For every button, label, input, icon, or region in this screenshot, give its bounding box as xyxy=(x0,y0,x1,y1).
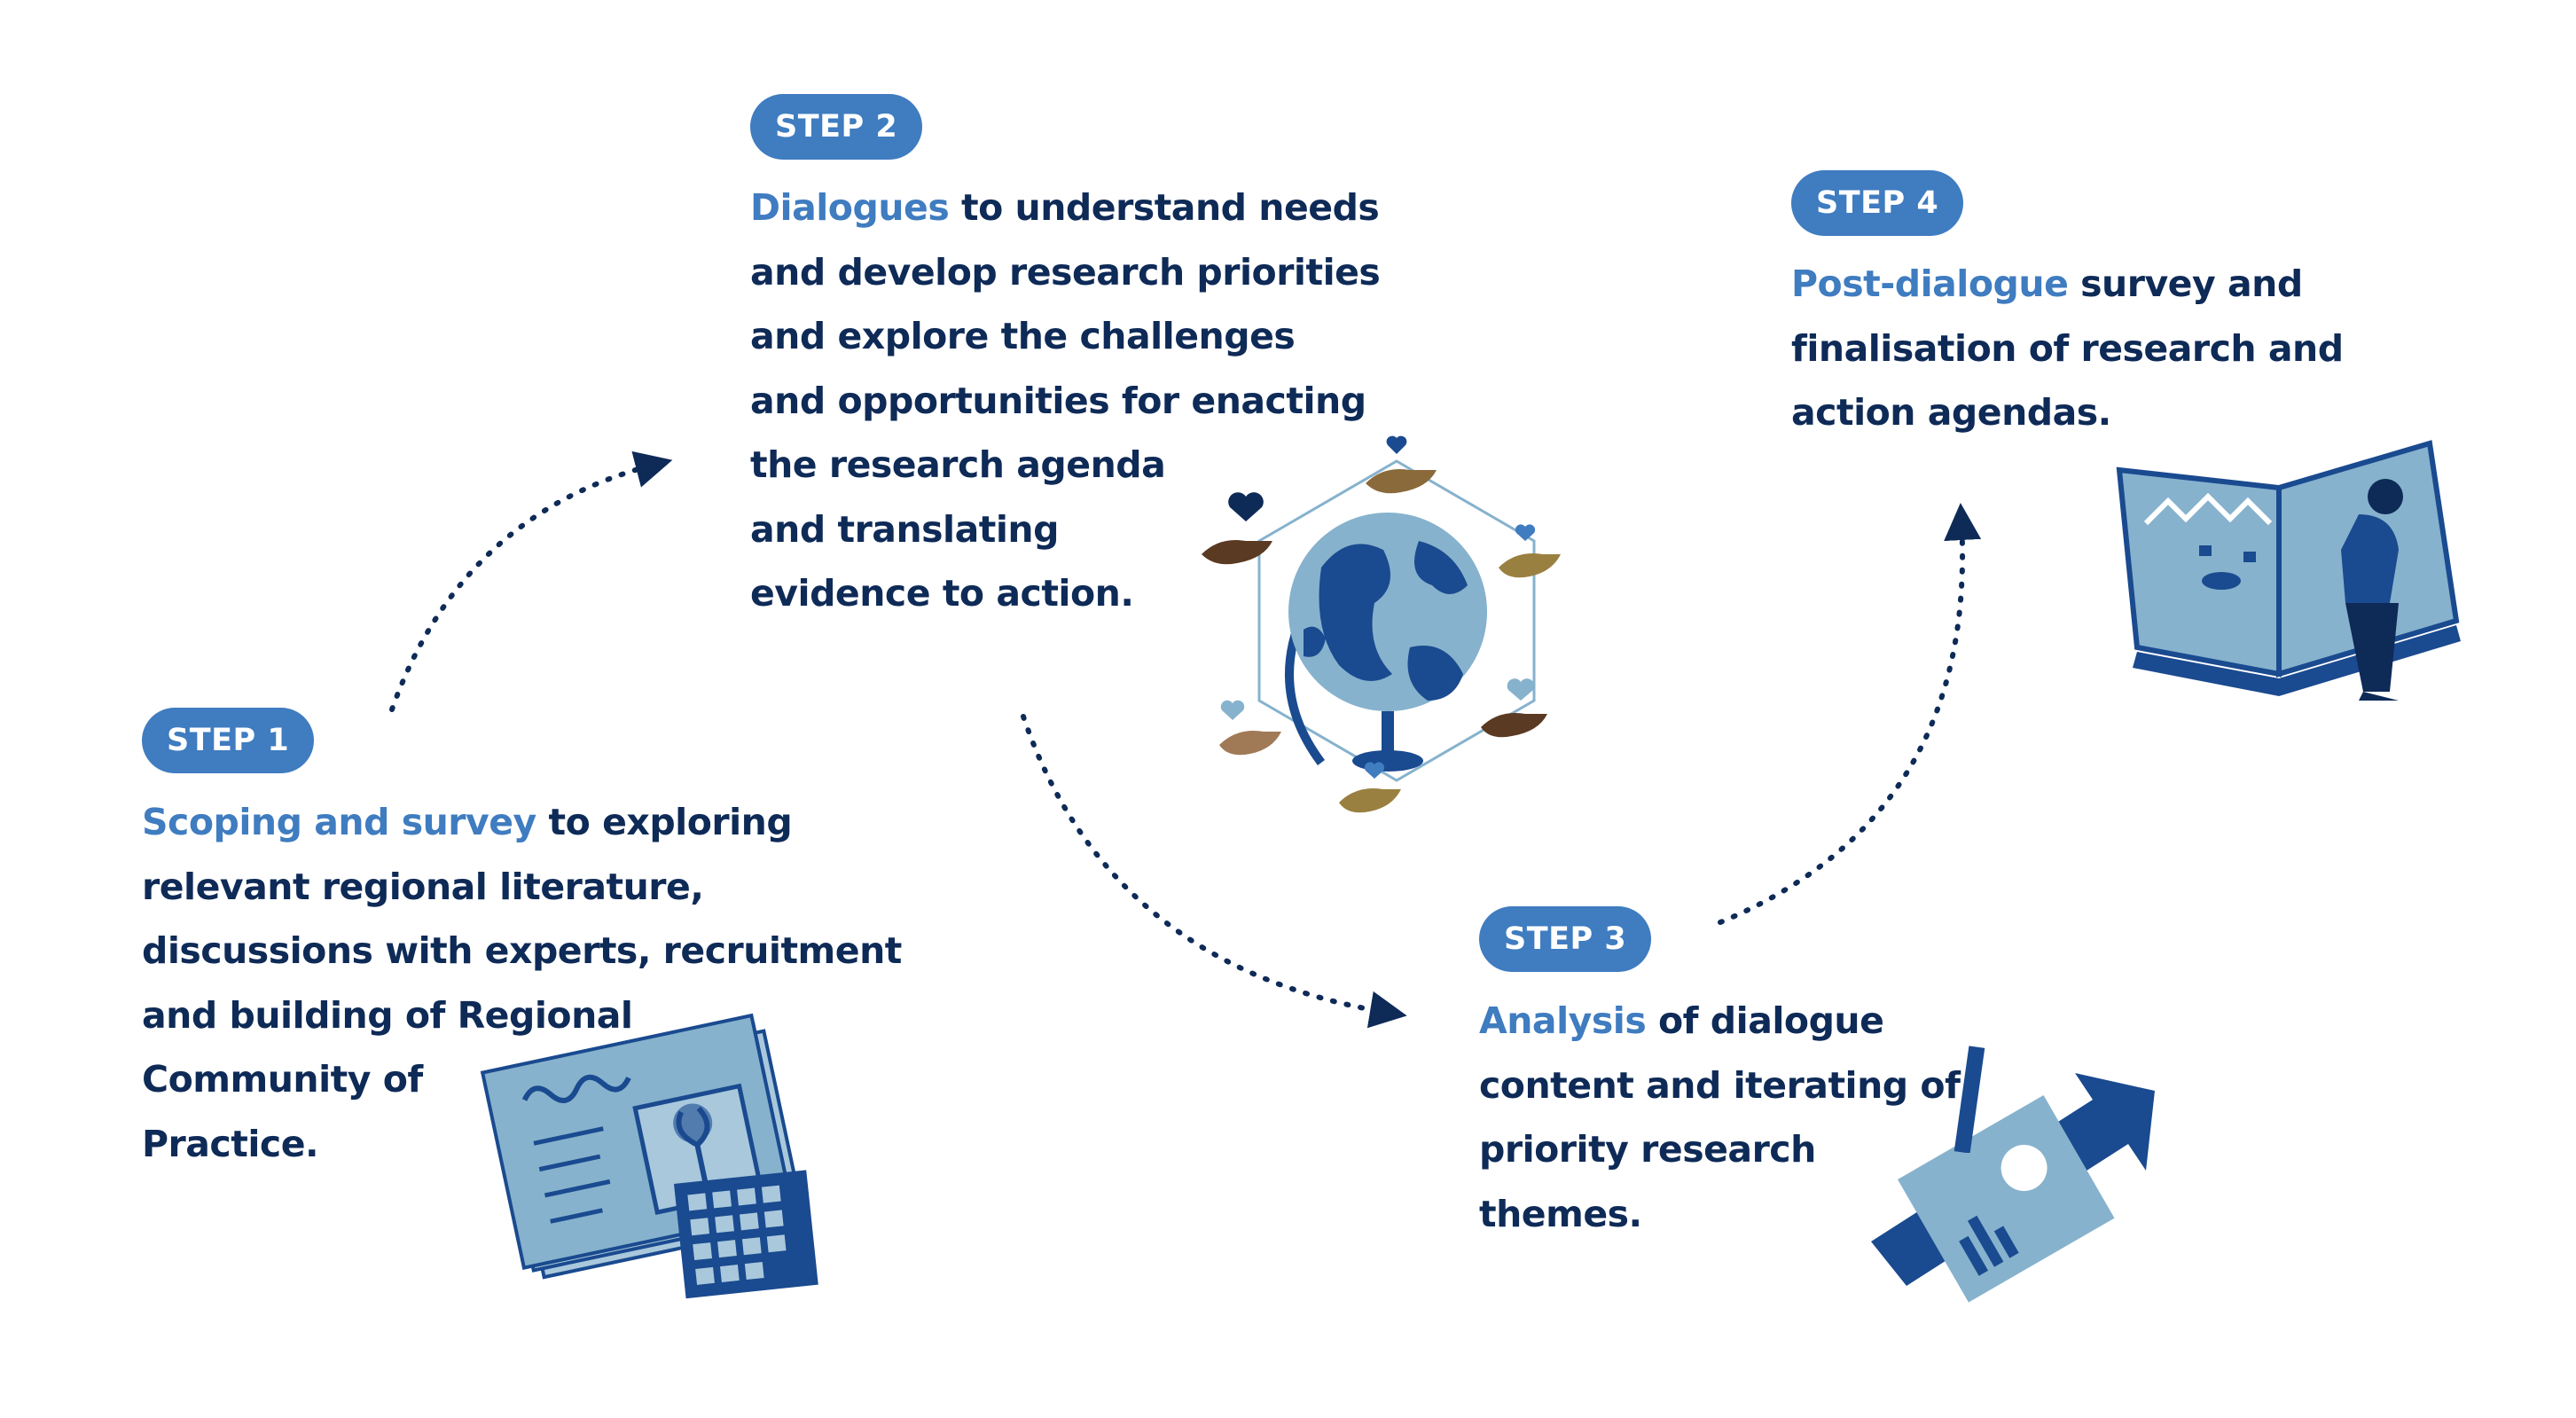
step4-highlight: Post-dialogue xyxy=(1791,262,2069,305)
step2-highlight: Dialogues xyxy=(750,186,950,229)
step1-description: Scoping and survey to exploring relevant… xyxy=(142,801,902,1165)
step3-description: Analysis of dialogue content and iterati… xyxy=(1479,999,1961,1235)
arrow-step3-to-step4 xyxy=(1718,503,1982,925)
step4-description: Post-dialogue survey and finalisation of… xyxy=(1791,262,2344,434)
arrow-step2-to-step3 xyxy=(1021,714,1407,1029)
arrow-step1-to-step2 xyxy=(389,450,673,712)
step3-highlight: Analysis xyxy=(1479,999,1647,1042)
step4-badge: STEP 4 xyxy=(1791,170,1964,236)
step1-highlight: Scoping and survey xyxy=(142,801,536,843)
step2-badge: STEP 2 xyxy=(750,94,923,160)
step3-badge: STEP 3 xyxy=(1479,906,1652,972)
step1-badge: STEP 1 xyxy=(142,708,315,773)
step2-description: Dialogues to understand needs and develo… xyxy=(750,186,1381,615)
